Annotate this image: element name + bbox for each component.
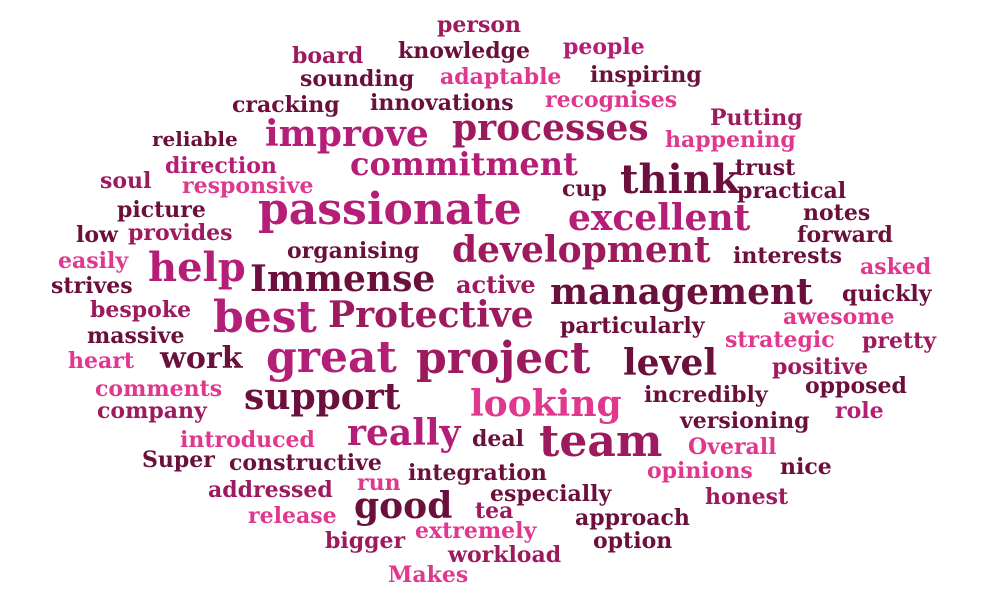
word-best: best xyxy=(213,292,317,343)
word-strives: strives xyxy=(51,273,133,299)
word-putting: Putting xyxy=(710,105,803,131)
word-happening: happening xyxy=(665,127,796,153)
word-board: board xyxy=(292,43,364,69)
word-development: development xyxy=(452,229,711,271)
word-awesome: awesome xyxy=(783,304,895,330)
word-people: people xyxy=(563,34,645,60)
word-great: great xyxy=(266,332,397,383)
word-forward: forward xyxy=(797,222,893,248)
word-role: role xyxy=(835,398,884,424)
word-deal: deal xyxy=(472,426,524,452)
word-opinions: opinions xyxy=(647,458,753,484)
word-quickly: quickly xyxy=(842,281,932,307)
word-massive: massive xyxy=(87,323,185,349)
word-organising: organising xyxy=(287,238,420,264)
word-practical: practical xyxy=(737,178,847,204)
word-passionate: passionate xyxy=(258,184,522,235)
word-recognises: recognises xyxy=(545,87,678,113)
word-immense: Immense xyxy=(250,258,436,300)
word-comments: comments xyxy=(95,376,223,402)
word-particularly: particularly xyxy=(560,313,705,339)
word-release: release xyxy=(248,503,337,529)
word-cracking: cracking xyxy=(232,92,340,118)
word-innovations: innovations xyxy=(370,90,514,116)
word-especially: especially xyxy=(490,481,612,507)
word-low: low xyxy=(76,222,118,248)
word-positive: positive xyxy=(772,354,869,380)
word-tea: tea xyxy=(475,498,514,524)
word-makes: Makes xyxy=(388,562,469,588)
word-integration: integration xyxy=(408,460,547,486)
word-think: think xyxy=(620,156,740,203)
word-cup: cup xyxy=(562,176,607,202)
word-support: support xyxy=(244,376,401,418)
word-constructive: constructive xyxy=(229,450,382,476)
word-bigger: bigger xyxy=(325,528,406,554)
word-commitment: commitment xyxy=(350,145,578,183)
word-excellent: excellent xyxy=(568,197,751,239)
word-versioning: versioning xyxy=(680,408,810,434)
word-really: really xyxy=(347,412,461,454)
word-incredibly: incredibly xyxy=(644,382,768,408)
word-processes: processes xyxy=(452,107,649,149)
word-reliable: reliable xyxy=(152,127,238,151)
word-extremely: extremely xyxy=(415,518,537,544)
word-soul: soul xyxy=(100,168,152,194)
word-management: management xyxy=(550,271,813,313)
word-approach: approach xyxy=(575,505,690,531)
word-heart: heart xyxy=(68,348,134,374)
word-project: project xyxy=(416,333,591,384)
word-knowledge: knowledge xyxy=(398,38,530,64)
word-team: team xyxy=(539,416,663,467)
word-responsive: responsive xyxy=(182,173,314,199)
word-nice: nice xyxy=(780,454,832,480)
word-good: good xyxy=(354,485,453,527)
word-pretty: pretty xyxy=(862,328,937,354)
word-workload: workload xyxy=(448,542,562,568)
word-improve: improve xyxy=(265,113,429,155)
word-direction: direction xyxy=(165,153,277,179)
word-active: active xyxy=(456,270,536,299)
word-adaptable: adaptable xyxy=(440,64,562,90)
word-overall: Overall xyxy=(688,434,777,460)
word-trust: trust xyxy=(735,155,796,181)
word-provides: provides xyxy=(128,220,233,246)
word-help: help xyxy=(148,244,246,291)
word-picture: picture xyxy=(117,197,206,223)
word-bespoke: bespoke xyxy=(90,297,192,323)
word-opposed: opposed xyxy=(805,373,907,399)
word-company: company xyxy=(97,398,207,424)
word-strategic: strategic xyxy=(725,327,835,353)
word-sounding: sounding xyxy=(300,66,415,92)
word-introduced: introduced xyxy=(180,427,315,453)
word-protective: Protective xyxy=(328,294,534,336)
word-easily: easily xyxy=(58,248,129,274)
word-inspiring: inspiring xyxy=(590,62,702,88)
word-person: person xyxy=(437,12,522,38)
word-level: level xyxy=(623,342,718,384)
word-honest: honest xyxy=(705,484,789,510)
word-looking: looking xyxy=(470,383,622,425)
word-run: run xyxy=(357,470,401,496)
word-option: option xyxy=(593,528,673,554)
word-work: work xyxy=(160,341,243,376)
word-addressed: addressed xyxy=(208,477,333,503)
word-super: Super xyxy=(142,447,215,473)
word-notes: notes xyxy=(803,200,871,226)
word-asked: asked xyxy=(860,254,932,280)
word-interests: interests xyxy=(733,243,843,269)
